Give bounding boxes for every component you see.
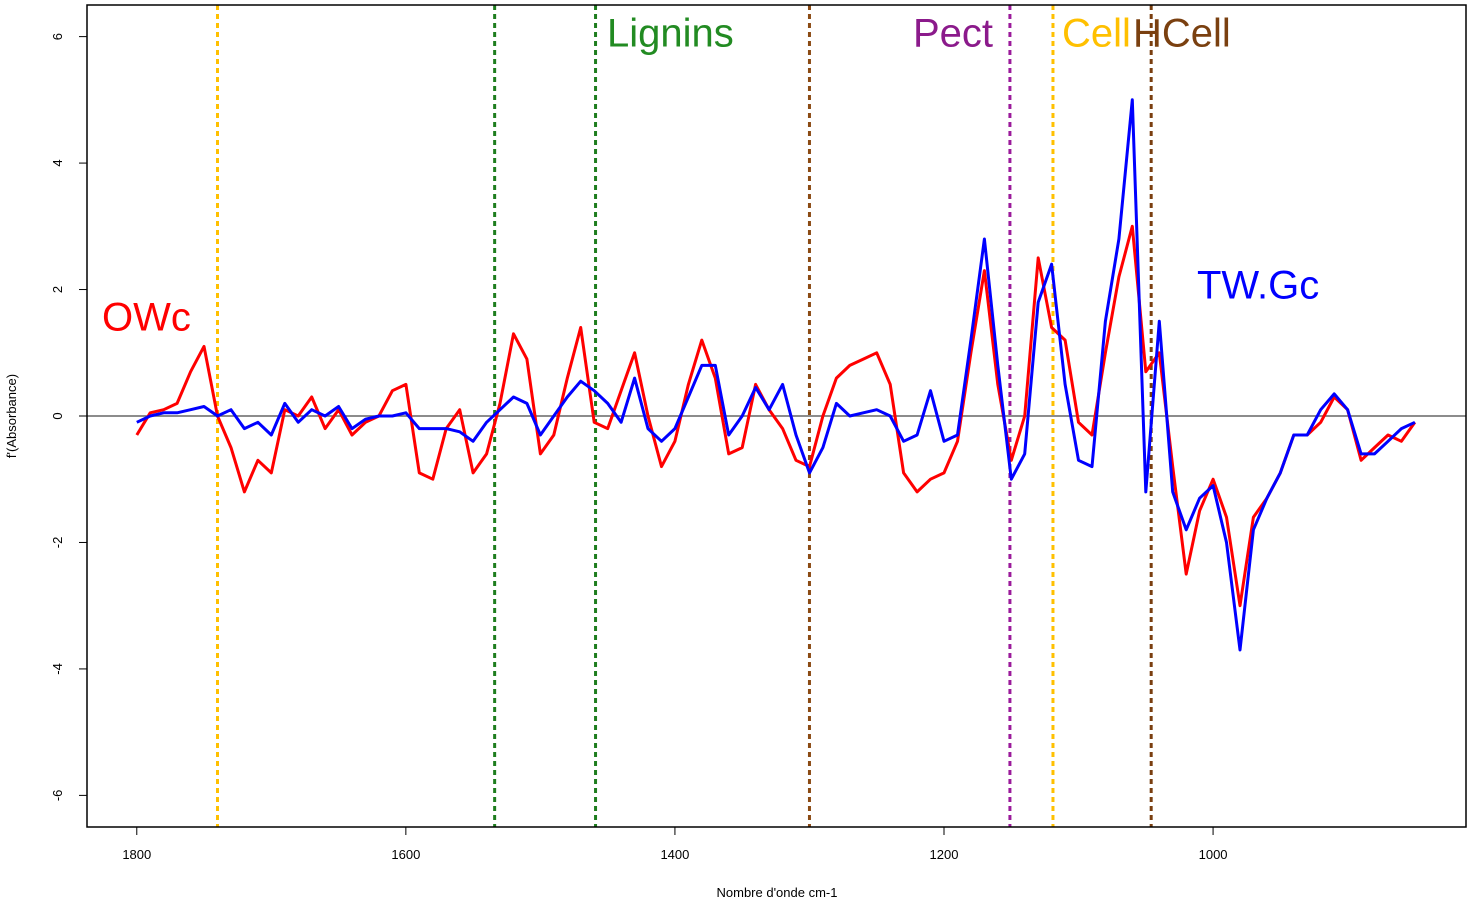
x-tick-label: 1200 — [930, 847, 959, 862]
series-label: TW.Gc — [1197, 264, 1319, 308]
group-label: HCell — [1133, 12, 1231, 56]
series-line — [136, 98, 1416, 652]
y-tick-label: -6 — [50, 790, 65, 802]
group-label: Lignins — [607, 12, 734, 56]
x-tick-label: 1400 — [660, 847, 689, 862]
x-tick-label: 1000 — [1199, 847, 1228, 862]
x-tick-label: 1800 — [122, 847, 151, 862]
x-axis-label: Nombre d'onde cm-1 — [717, 885, 838, 900]
y-tick-label: 0 — [50, 412, 65, 419]
y-tick-label: 6 — [50, 33, 65, 40]
y-tick-label: -4 — [50, 663, 65, 675]
y-tick-label: 2 — [50, 286, 65, 293]
series-line — [135, 224, 1417, 608]
y-axis-label: f'(Absorbance) — [4, 374, 19, 458]
group-label: Pect — [913, 12, 993, 56]
y-tick-label: -2 — [50, 537, 65, 549]
group-label: Cell — [1062, 12, 1131, 56]
series-label: OWc — [102, 296, 191, 340]
plot-frame — [86, 4, 1467, 828]
x-tick-label: 1600 — [391, 847, 420, 862]
y-tick-label: 4 — [50, 159, 65, 166]
